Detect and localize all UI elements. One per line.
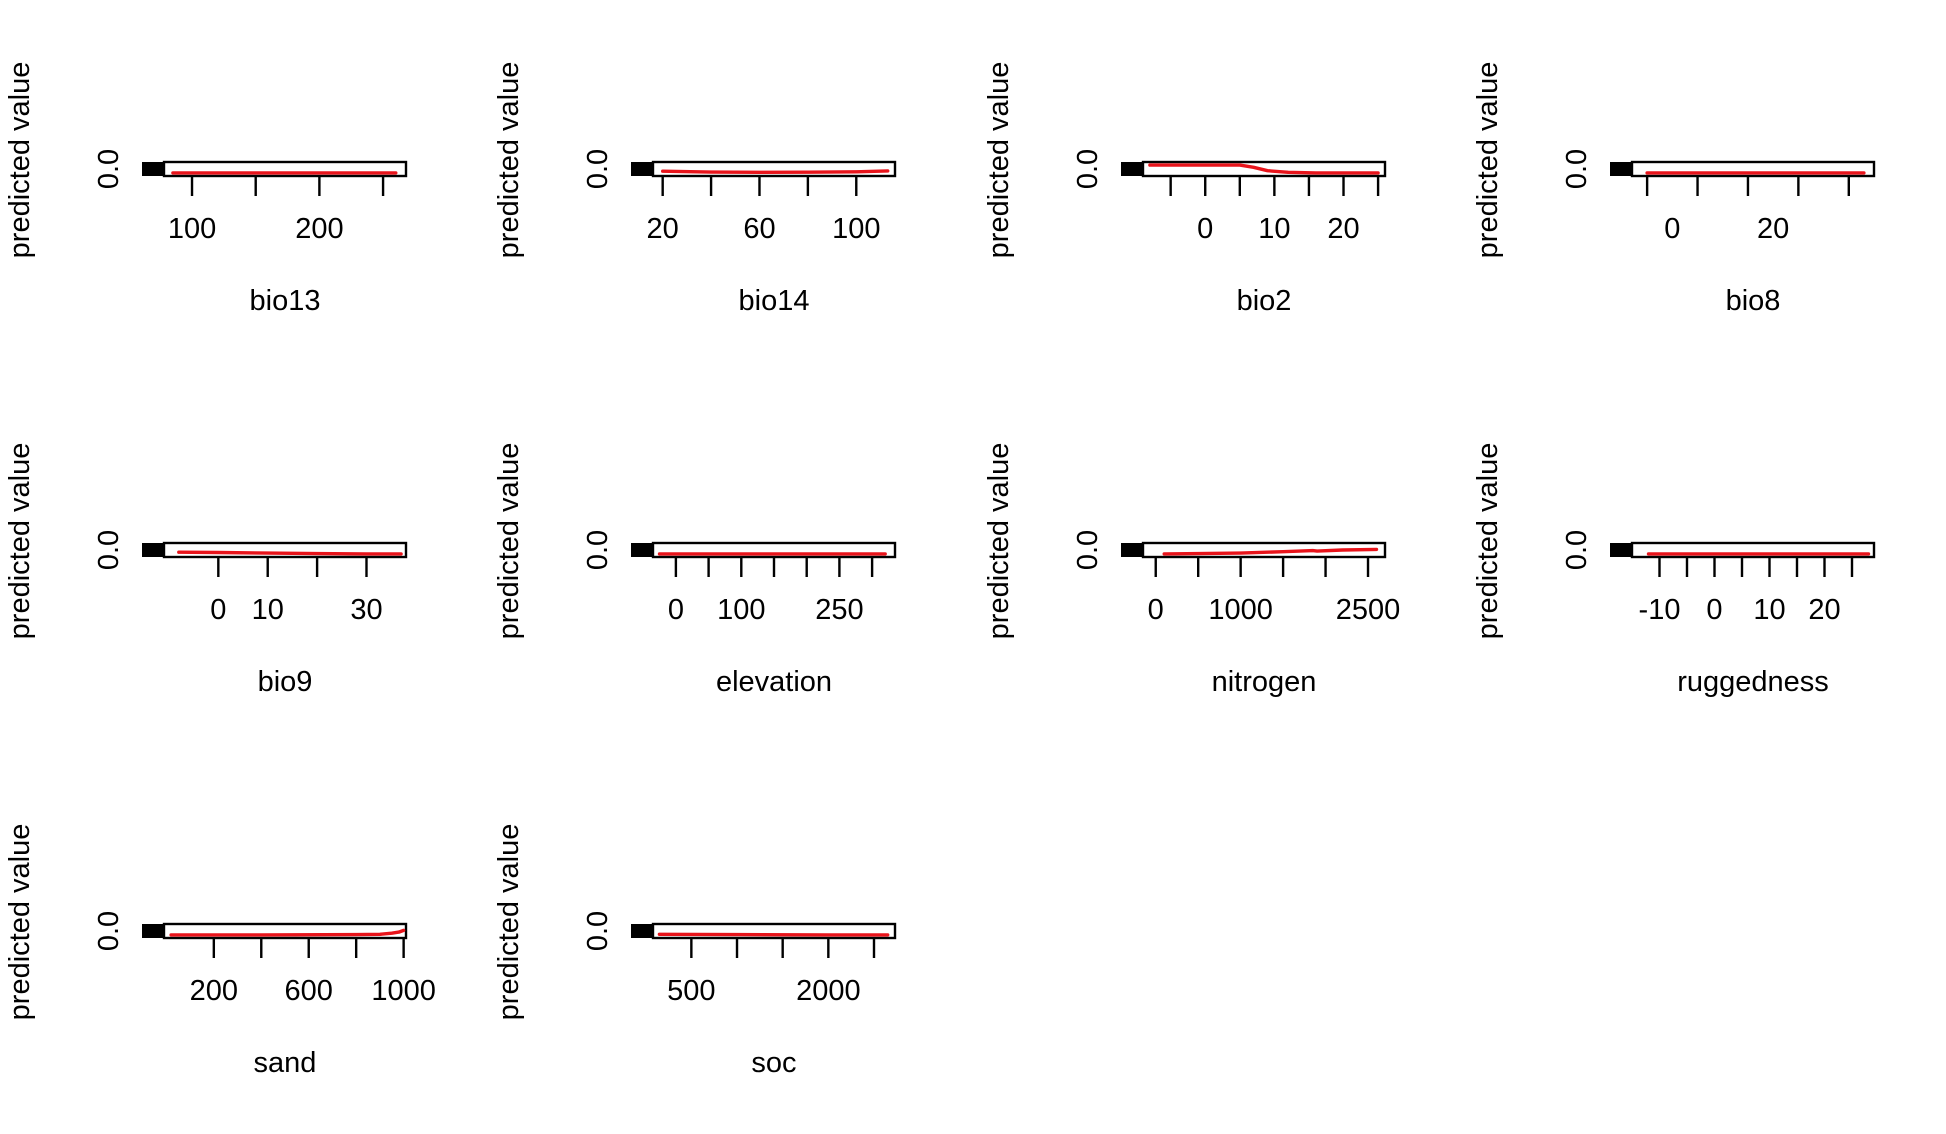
prediction-curve: [1162, 547, 1379, 556]
prediction-curve: [661, 169, 890, 174]
x-tick-label: 30: [350, 594, 382, 626]
x-tick-label: 20: [1808, 594, 1840, 626]
x-tick-label: 200: [295, 213, 343, 245]
rug-block: [142, 924, 164, 938]
x-tick-label: 60: [743, 213, 775, 245]
x-tick-label: 500: [667, 975, 715, 1007]
prediction-curve: [177, 550, 403, 556]
x-axis-label: bio13: [250, 285, 321, 317]
x-axis-label: sand: [254, 1047, 317, 1079]
x-tick-label: 0: [1664, 213, 1680, 245]
y-axis-label: predicted value: [1472, 62, 1504, 259]
y-tick-label: 0.0: [582, 149, 614, 189]
x-tick-label: 1000: [1208, 594, 1273, 626]
y-axis-label: predicted value: [493, 443, 525, 640]
x-tick-label: 250: [815, 594, 863, 626]
plot-frame: [1630, 160, 1876, 178]
x-tick-label: 20: [1757, 213, 1789, 245]
x-axis-label: elevation: [716, 666, 832, 698]
panel-bio8: 0 20 bio8 0.0 predicted value: [1472, 62, 1876, 317]
panel-bio13: 100 200 bio13 0.0 predicted value: [4, 62, 408, 317]
y-tick-label: 0.0: [1072, 149, 1104, 189]
rug-block: [1121, 543, 1143, 557]
rug-block: [1610, 543, 1632, 557]
panel-nitrogen: 0 1000 2500 nitrogen 0.0 predicted value: [983, 443, 1400, 698]
plot-frame: [1630, 541, 1876, 559]
x-tick-label: 10: [252, 594, 284, 626]
y-axis-label: predicted value: [4, 62, 36, 259]
x-axis-label: soc: [751, 1047, 796, 1079]
x-tick-label: 0: [210, 594, 226, 626]
y-axis-label: predicted value: [4, 824, 36, 1021]
y-tick-label: 0.0: [1561, 530, 1593, 570]
rug-block: [1610, 162, 1632, 176]
prediction-curve: [657, 932, 890, 937]
rug-block: [631, 924, 653, 938]
x-tick-label: 10: [1258, 213, 1290, 245]
y-tick-label: 0.0: [1072, 530, 1104, 570]
x-axis-label: nitrogen: [1212, 666, 1317, 698]
panel-soc: 500 2000 soc 0.0 predicted value: [493, 824, 897, 1079]
prediction-curve: [169, 928, 406, 937]
y-axis-label: predicted value: [493, 824, 525, 1021]
y-tick-label: 0.0: [1561, 149, 1593, 189]
x-tick-label: 20: [647, 213, 679, 245]
x-tick-label: 0: [1197, 213, 1213, 245]
y-tick-label: 0.0: [93, 530, 125, 570]
plot-frame: [651, 160, 897, 178]
y-tick-label: 0.0: [582, 530, 614, 570]
x-tick-label: 1000: [371, 975, 436, 1007]
panel-bio9: 0 10 30 bio9 0.0 predicted value: [4, 443, 408, 698]
rug-block: [1121, 162, 1143, 176]
x-tick-label: 2000: [796, 975, 861, 1007]
panel-bio14: 20 60 100 bio14 0.0 predicted value: [493, 62, 897, 317]
y-tick-label: 0.0: [93, 911, 125, 951]
x-axis-label: bio14: [739, 285, 810, 317]
plot-frame: [651, 922, 897, 940]
x-tick-label: 0: [1148, 594, 1164, 626]
x-tick-label: 0: [668, 594, 684, 626]
x-tick-label: -10: [1639, 594, 1681, 626]
x-tick-label: 100: [168, 213, 216, 245]
plot-frame: [1141, 160, 1387, 178]
x-axis-label: bio9: [258, 666, 313, 698]
x-tick-label: 20: [1327, 213, 1359, 245]
rug-block: [142, 162, 164, 176]
x-tick-label: 200: [190, 975, 238, 1007]
rug-block: [631, 543, 653, 557]
x-axis-label: bio2: [1237, 285, 1292, 317]
prediction-curve: [1148, 163, 1380, 175]
x-tick-label: 600: [285, 975, 333, 1007]
rug-block: [142, 543, 164, 557]
panel-elevation: 0 100 250 elevation 0.0 predicted value: [493, 443, 897, 698]
x-tick-label: 2500: [1336, 594, 1401, 626]
x-tick-label: 100: [832, 213, 880, 245]
rug-block: [631, 162, 653, 176]
x-axis-label: bio8: [1726, 285, 1781, 317]
x-tick-label: 100: [717, 594, 765, 626]
panel-bio2: 0 10 20 bio2 0.0 predicted value: [983, 62, 1387, 317]
x-axis-label: ruggedness: [1677, 666, 1829, 698]
plot-frame: [162, 922, 408, 940]
plot-frame: [162, 160, 408, 178]
panel-ruggedness: -10 0 10 20 ruggedness 0.0 predicted value: [1472, 443, 1876, 698]
y-axis-label: predicted value: [4, 443, 36, 640]
y-tick-label: 0.0: [582, 911, 614, 951]
x-tick-label: 0: [1706, 594, 1722, 626]
x-tick-label: 10: [1753, 594, 1785, 626]
panel-sand: 200 600 1000 sand 0.0 predicted value: [4, 824, 436, 1079]
y-axis-label: predicted value: [1472, 443, 1504, 640]
y-axis-label: predicted value: [983, 62, 1015, 259]
y-axis-label: predicted value: [983, 443, 1015, 640]
y-tick-label: 0.0: [93, 149, 125, 189]
y-axis-label: predicted value: [493, 62, 525, 259]
plot-frame: [1141, 541, 1387, 559]
plot-frame: [162, 541, 408, 559]
